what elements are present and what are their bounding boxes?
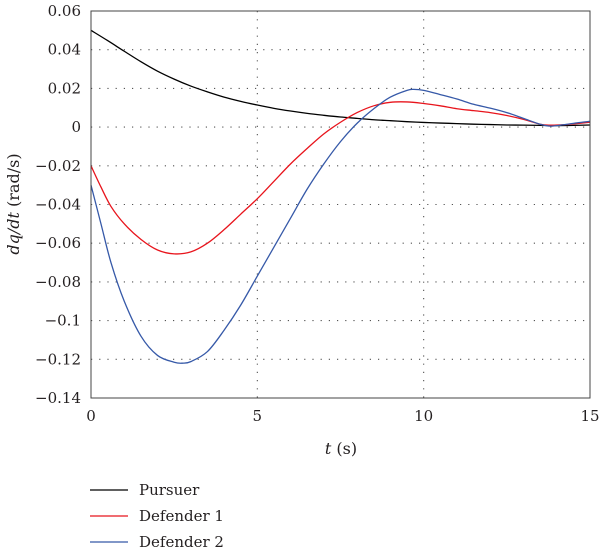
y-tick-label: −0.08 [35, 273, 81, 291]
y-tick-label: 0.02 [48, 79, 81, 97]
y-tick-label: −0.06 [35, 234, 81, 252]
x-tick-labels: 0 5 10 15 [86, 407, 599, 425]
grid-lines [91, 11, 590, 398]
series-line-defender-1 [90, 101, 591, 255]
legend-label-defender-1: Defender 1 [139, 507, 224, 525]
x-axis-label: t (s) [325, 439, 357, 458]
y-tick-label: 0.04 [48, 41, 81, 59]
y-tick-label: 0.06 [48, 2, 81, 20]
x-tick-label: 5 [253, 407, 263, 425]
y-tick-label: −0.04 [35, 196, 81, 214]
series-line-defender-2 [90, 88, 591, 364]
plot-frame [90, 10, 591, 399]
y-tick-label: 0 [71, 118, 81, 136]
x-tick-label: 10 [414, 407, 433, 425]
y-axis-label: dq/dt (rad/s) [4, 153, 23, 254]
legend-label-defender-2: Defender 2 [139, 533, 224, 551]
legend-label-pursuer: Pursuer [139, 481, 200, 499]
y-tick-label: −0.1 [45, 312, 81, 330]
series-line-pursuer [90, 29, 591, 127]
y-tick-labels: 0.06 0.04 0.02 0 −0.02 −0.04 −0.06 −0.08 −0.1 −0.… [35, 2, 81, 407]
x-tick-label: 0 [86, 407, 96, 425]
y-tick-label: −0.14 [35, 389, 81, 407]
series-lines [90, 29, 591, 364]
y-tick-label: −0.02 [35, 157, 81, 175]
y-tick-label: −0.12 [35, 350, 81, 368]
x-tick-label: 15 [580, 407, 599, 425]
legend: Pursuer Defender 1 Defender 2 [90, 481, 224, 551]
